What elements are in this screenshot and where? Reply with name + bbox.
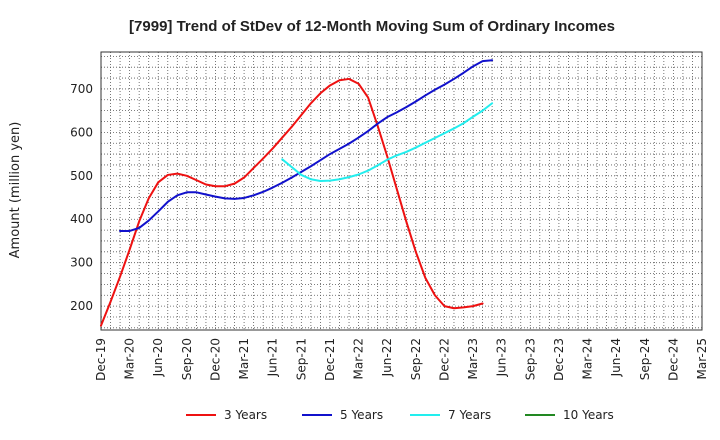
x-tick-label: Mar-23	[466, 338, 480, 379]
x-tick-label: Sep-22	[409, 338, 423, 380]
chart-title: [7999] Trend of StDev of 12-Month Moving…	[129, 18, 615, 35]
x-tick-label: Dec-21	[323, 338, 337, 381]
legend: 3 Years 5 Years 7 Years 10 Years	[186, 408, 614, 422]
x-tick-label: Dec-22	[437, 338, 451, 381]
series-line-3-years	[100, 77, 484, 327]
plot-background	[101, 52, 702, 330]
y-tick-label: 700	[70, 82, 93, 96]
x-tick-label: Jun-20	[151, 338, 165, 377]
series-line-5-years	[119, 59, 494, 232]
y-tick-label: 600	[70, 125, 93, 139]
x-tick-label: Jun-22	[380, 338, 394, 377]
legend-label-10-years: 10 Years	[563, 408, 614, 422]
x-tick-label: Mar-21	[237, 338, 251, 379]
legend-label-5-years: 5 Years	[340, 408, 383, 422]
plot-area: 200 300 400 500 600 700 Dec-19 Mar-20 Jun-20 Sep-…	[70, 51, 709, 381]
x-tick-label: Dec-19	[94, 338, 108, 381]
y-tick-label: 300	[70, 256, 93, 270]
legend-label-7-years: 7 Years	[448, 408, 491, 422]
x-tick-label: Dec-24	[666, 338, 680, 381]
x-tick-label: Dec-20	[208, 338, 222, 381]
series-line-7-years	[281, 102, 494, 183]
y-tick-label: 400	[70, 212, 93, 226]
legend-label-3-years: 3 Years	[224, 408, 267, 422]
y-tick-label: 200	[70, 299, 93, 313]
x-tick-label: Sep-24	[638, 338, 652, 380]
y-tick-label: 500	[70, 169, 93, 183]
x-tick-label: Jun-23	[495, 338, 509, 377]
x-tick-label: Sep-20	[180, 338, 194, 380]
x-tick-label: Dec-23	[552, 338, 566, 381]
x-tick-label: Sep-21	[294, 338, 308, 380]
x-tick-label: Jun-21	[266, 338, 280, 377]
x-tick-label: Sep-23	[523, 338, 537, 380]
x-tick-label: Mar-22	[352, 338, 366, 379]
x-tick-label: Mar-20	[123, 338, 137, 379]
x-tick-label: Jun-24	[609, 338, 623, 377]
plot-border	[100, 51, 703, 331]
x-tick-label: Mar-24	[581, 338, 595, 379]
y-axis-title: Amount (million yen)	[8, 122, 23, 259]
x-tick-label: Mar-25	[695, 338, 709, 379]
